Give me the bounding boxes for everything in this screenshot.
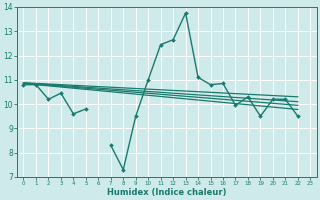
X-axis label: Humidex (Indice chaleur): Humidex (Indice chaleur) [107,188,227,197]
